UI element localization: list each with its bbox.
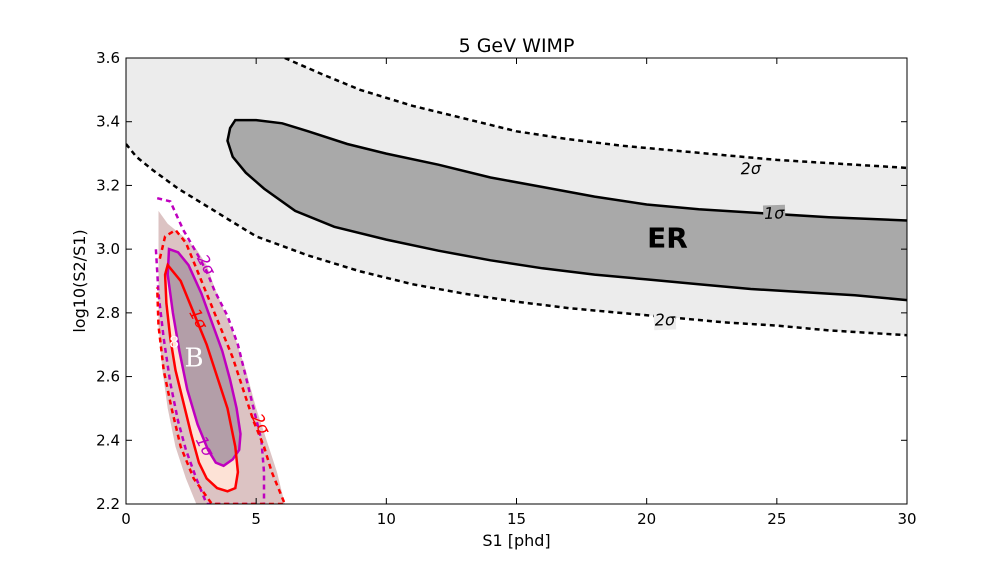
x-tick-label: 25 [767,510,786,528]
contour-level-label: 2σ [654,310,676,330]
y-tick-label: 3.4 [96,113,120,131]
b8-1sigma-fill [167,249,241,466]
y-tick-label: 3.2 [96,176,120,194]
y-tick-label: 2.6 [96,368,120,386]
y-tick-label: 2.2 [96,495,120,513]
x-axis-label: S1 [phd] [482,531,550,550]
contour-label-background [739,160,763,179]
er-2sigma-upper-line [284,58,907,170]
contour-level-label: 1σ [764,203,786,223]
axis-ticks: 0 5 10 15 20 25 30 2.2 2.4 2.6 2.8 3.0 3.2 3.4 3.6 [96,49,916,528]
chart-title: 5 GeV WIMP [459,35,575,57]
x-tick-label: 0 [121,510,131,528]
contour-label-background [762,204,786,224]
contour-level-label: 2σ [740,159,762,179]
er-2sigma-lower-line [126,143,907,337]
y-tick-label: 2.8 [96,304,120,322]
wimp-1sigma-line [163,262,240,493]
y-axis-label: log10(S2/S1) [70,229,89,332]
x-tick-label: 15 [507,510,526,528]
contour-label-background [653,311,677,331]
y-tick-label: 2.4 [96,431,120,449]
x-tick-label: 30 [897,510,916,528]
y-tick-label: 3.0 [96,240,120,258]
x-tick-label: 5 [251,510,261,528]
x-tick-label: 10 [377,510,396,528]
er-1sigma-line [226,118,907,302]
b8-label: B [185,343,204,373]
er-1sigma-region [227,120,907,301]
er-region-label: ER [647,222,688,255]
b8-label-superscript: 8 [169,332,179,351]
y-tick-label: 3.6 [96,49,120,67]
x-tick-label: 20 [637,510,656,528]
wimp-2sigma-line [155,228,287,504]
